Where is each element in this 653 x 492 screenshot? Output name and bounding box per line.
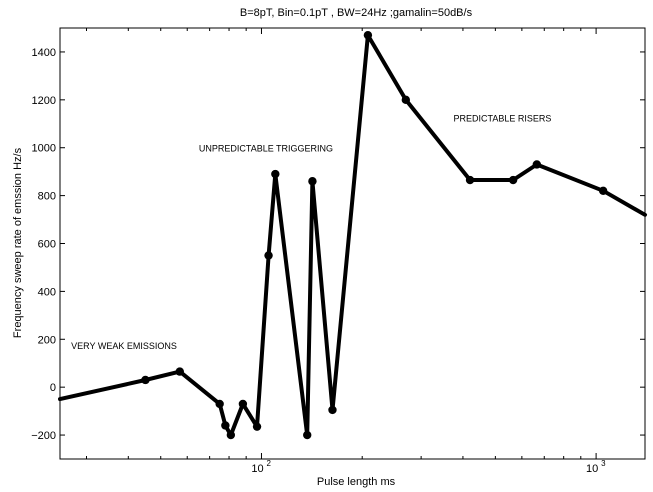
data-point (238, 399, 248, 409)
data-point (264, 251, 273, 260)
x-tick-exponent: 2 (266, 459, 271, 468)
plot-frame (59, 27, 646, 460)
x-tick-label: 10 (251, 463, 263, 475)
annotation-text: VERY WEAK EMISSIONS (71, 341, 177, 351)
data-point (141, 375, 150, 385)
x-axis-label: Pulse length ms (317, 476, 396, 488)
data-point (465, 175, 475, 185)
y-tick-label: −200 (31, 430, 56, 442)
y-tick-label: 0 (50, 382, 56, 394)
chart-title: B=8pT, Bin=0.1pT , BW=24Hz ;gamalin=50dB… (240, 7, 473, 19)
data-point (215, 399, 224, 409)
x-axis-ticks: 10 2 10 3 (85, 28, 606, 475)
data-point (175, 367, 184, 376)
x-tick-label: 10 (586, 463, 598, 475)
data-point (252, 422, 262, 431)
data-point (508, 175, 518, 185)
data-point (598, 186, 608, 196)
y-tick-label: 600 (38, 239, 56, 251)
data-point (401, 95, 411, 105)
annotations: VERY WEAK EMISSIONS UNPREDICTABLE TRIGGER… (71, 113, 551, 350)
annotation-text: UNPREDICTABLE TRIGGERING (199, 143, 333, 153)
y-tick-label: 1400 (32, 47, 56, 59)
data-point (221, 421, 230, 430)
data-point (328, 405, 337, 415)
data-points (141, 30, 608, 440)
y-tick-label: 800 (38, 191, 56, 203)
x-tick-exponent: 3 (601, 459, 606, 468)
data-point (363, 30, 373, 40)
data-point (271, 169, 280, 179)
data-point (226, 430, 236, 440)
data-point (532, 160, 542, 169)
y-tick-label: 1200 (32, 95, 56, 107)
y-tick-label: 200 (38, 334, 56, 346)
y-axis-label: Frequency sweep rate of emssion Hz/s (12, 147, 24, 338)
data-point (303, 430, 312, 440)
y-axis-ticks: −200 0 200 400 600 800 1000 1200 1400 (31, 47, 645, 442)
annotation-text: PREDICTABLE RISERS (454, 113, 552, 123)
y-tick-label: 1000 (32, 143, 56, 155)
series-line (58, 33, 647, 438)
data-point (308, 177, 317, 186)
y-tick-label: 400 (38, 286, 56, 298)
